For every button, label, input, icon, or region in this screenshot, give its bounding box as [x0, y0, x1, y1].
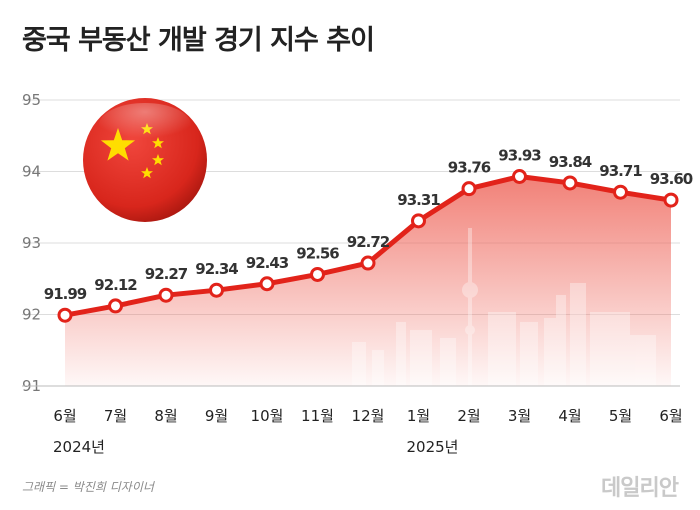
data-labels: 91.99 92.12 92.27 92.34 92.43 92.56 92.72 93.31… — [44, 147, 694, 304]
data-point — [310, 266, 325, 282]
city-skyline-illustration — [352, 228, 656, 386]
x-tick-label: 1월 — [407, 407, 430, 425]
data-label: 92.27 — [145, 265, 188, 283]
data-label: 92.72 — [347, 233, 390, 251]
x-tick-label: 12월 — [352, 407, 385, 425]
x-tick-label: 3월 — [508, 407, 531, 425]
data-label: 92.43 — [246, 254, 289, 272]
chart-title: 중국 부동산 개발 경기 지수 추이 — [22, 25, 375, 56]
data-label: 92.56 — [296, 244, 339, 262]
data-label: 93.76 — [448, 159, 491, 177]
data-point — [209, 282, 224, 298]
year-labels: 2024년 2025년 — [53, 438, 458, 456]
x-tick-label: 2월 — [457, 407, 480, 425]
data-point — [57, 307, 73, 323]
x-axis-ticks: 6월 7월 8월 9월 10월 11월 12월 1월 2월 3월 4월 5월 6월 — [53, 407, 682, 425]
y-tick-label: 95 — [22, 91, 41, 109]
data-markers — [57, 169, 679, 323]
y-tick-label: 92 — [22, 306, 41, 324]
x-tick-label: 10월 — [251, 407, 284, 425]
x-tick-label: 6월 — [659, 407, 682, 425]
year-label: 2024년 — [53, 438, 105, 456]
data-label: 93.84 — [549, 153, 592, 171]
y-tick-label: 94 — [22, 163, 41, 181]
year-label: 2025년 — [407, 438, 459, 456]
data-point — [360, 255, 376, 271]
data-label: 91.99 — [44, 285, 87, 303]
data-point — [613, 184, 628, 200]
data-point — [259, 276, 275, 292]
x-tick-label: 5월 — [609, 407, 632, 425]
data-point — [108, 298, 123, 314]
x-tick-label: 9월 — [205, 407, 228, 425]
data-label: 93.60 — [650, 170, 693, 188]
x-tick-label: 7월 — [104, 407, 127, 425]
data-point — [562, 175, 578, 191]
china-flag-globe-icon — [83, 98, 207, 222]
x-tick-label: 8월 — [154, 407, 177, 425]
data-point — [663, 192, 679, 208]
data-point — [461, 181, 477, 197]
data-label: 92.12 — [94, 276, 137, 294]
x-tick-label: 6월 — [53, 407, 76, 425]
graphic-credit: 그래픽 = 박진희 디자이너 — [22, 480, 154, 494]
x-tick-label: 11월 — [301, 407, 334, 425]
x-tick-label: 4월 — [558, 407, 581, 425]
data-label: 93.93 — [498, 147, 541, 165]
data-label: 93.71 — [599, 162, 642, 180]
data-label: 92.34 — [195, 260, 238, 278]
data-point — [411, 213, 426, 229]
publisher-logo: 데일리안 — [601, 476, 679, 501]
data-point — [512, 169, 527, 185]
data-point — [158, 287, 174, 303]
y-tick-label: 93 — [22, 234, 41, 252]
data-label: 93.31 — [397, 191, 440, 209]
area-fill — [65, 176, 671, 386]
